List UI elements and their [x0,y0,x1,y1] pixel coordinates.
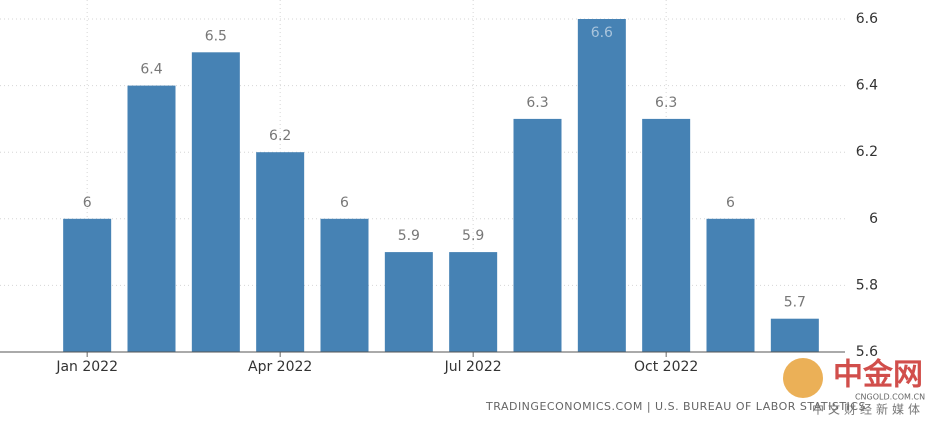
y-tick-label: 6 [869,211,878,227]
value-label: 6 [340,195,349,211]
value-label: 6.3 [655,95,677,111]
bar [577,19,626,352]
value-label: 5.9 [462,228,484,244]
y-tick-label: 6.4 [856,78,878,94]
bar [320,218,369,352]
bar [706,218,755,352]
value-label: 6.2 [269,128,291,144]
bar [384,252,433,352]
bar [256,152,305,352]
watermark-slogan: 中文财经新媒体 [812,402,924,417]
x-tick-label: Jul 2022 [444,359,502,375]
value-label: 5.9 [398,228,420,244]
value-label: 6.3 [526,95,548,111]
value-label: 6.6 [591,25,613,41]
bar [191,52,240,353]
y-tick-label: 6.6 [856,11,878,27]
value-label: 5.7 [784,295,806,311]
y-tick-label: 6.2 [856,144,878,160]
y-tick-label: 5.6 [856,344,878,360]
value-label: 6 [83,195,92,211]
watermark-domain: CNGOLD.COM.CN [855,393,925,402]
x-tick-label: Oct 2022 [634,359,698,375]
bar [642,118,691,353]
x-tick-label: Apr 2022 [248,359,312,375]
value-label: 6.5 [205,28,227,44]
watermark-icon [783,358,823,398]
bar [127,85,176,352]
source: TRADINGECONOMICS.COM | U.S. BUREAU OF LA… [485,400,866,413]
watermark-logo: 中金网 [833,358,923,393]
y-tick-label: 5.8 [856,277,878,293]
value-label: 6.4 [140,62,162,78]
value-label: 6 [726,195,735,211]
bar [513,118,562,353]
bar [449,252,498,352]
x-tick-label: Jan 2022 [55,359,118,375]
bar [63,218,112,352]
bar [770,318,819,352]
